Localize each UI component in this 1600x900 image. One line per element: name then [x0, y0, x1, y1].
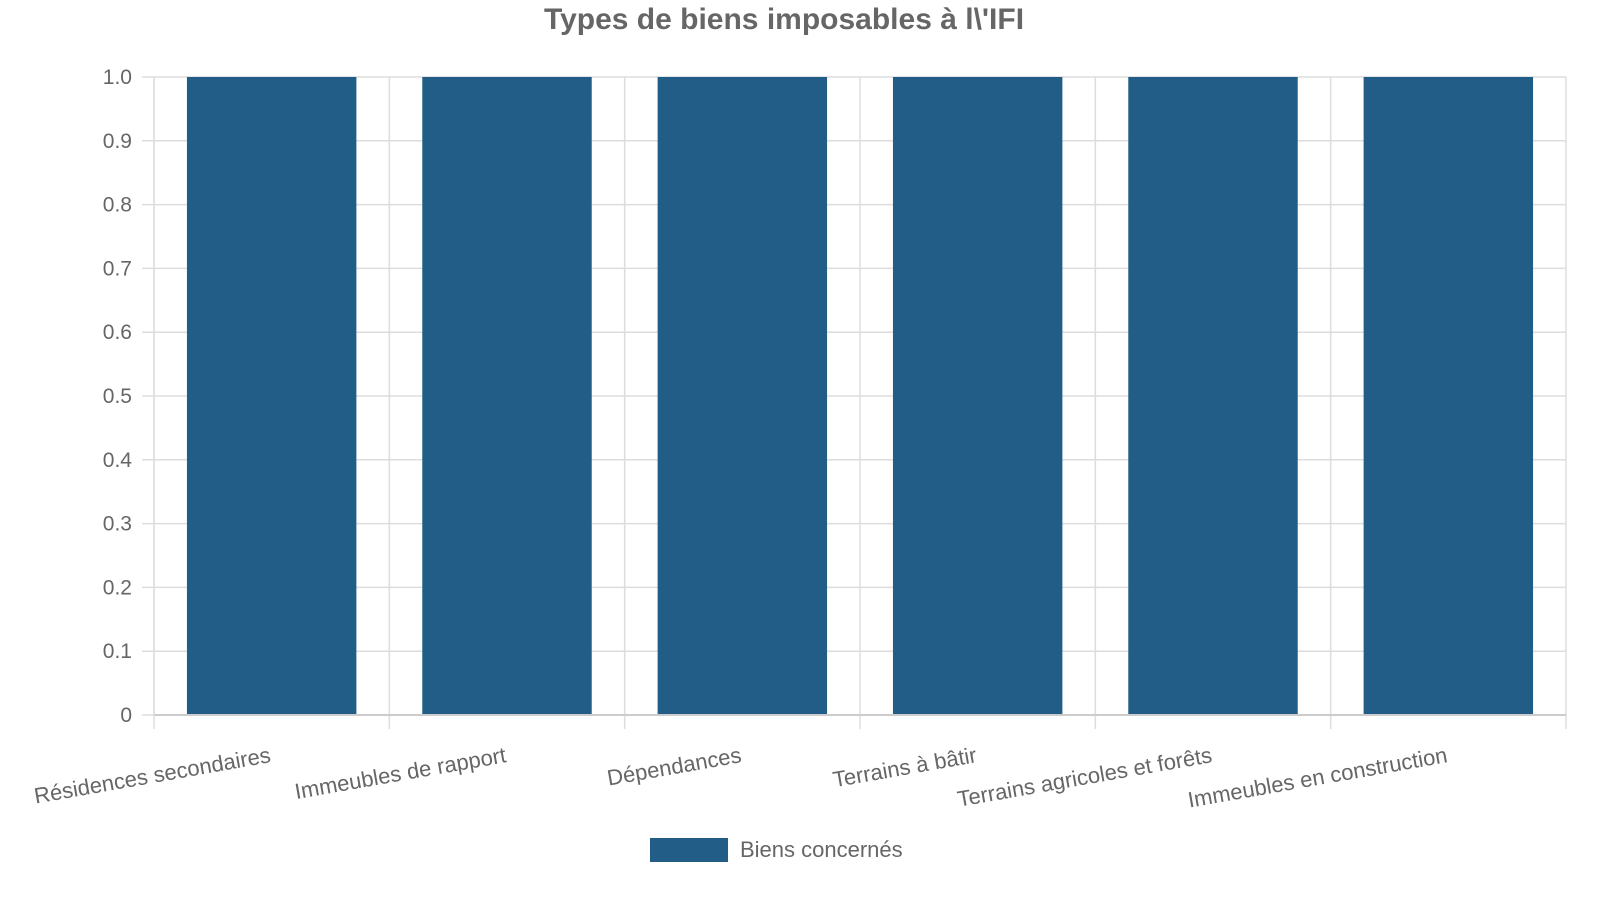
y-tick-label: 0.3 — [103, 513, 132, 536]
y-tick-label: 1.0 — [103, 66, 132, 89]
legend: Biens concernés — [650, 838, 903, 862]
bar — [657, 77, 828, 715]
bar — [1128, 77, 1298, 715]
bar — [1363, 77, 1534, 715]
bars — [186, 77, 1534, 715]
axes — [153, 77, 1566, 716]
grid — [142, 76, 1567, 729]
y-tick-label: 0.4 — [103, 449, 133, 472]
bar — [186, 77, 357, 715]
bar — [892, 77, 1063, 715]
y-tick-label: 0.1 — [103, 640, 132, 663]
y-tick-label: 0.5 — [103, 385, 132, 408]
y-tick-label: 0.7 — [103, 257, 132, 280]
y-tick-label: 0.8 — [103, 194, 132, 217]
legend-label: Biens concernés — [740, 837, 903, 862]
x-tick-label: Dépendances — [605, 742, 743, 790]
x-tick-label: Terrains agricoles et forêts — [955, 742, 1213, 811]
x-tick-label: Résidences secondaires — [32, 742, 272, 808]
x-tick-label: Immeubles de rapport — [293, 742, 508, 804]
x-tick-label: Terrains à bâtir — [831, 742, 979, 792]
chart-title: Types de biens imposables à l\'IFI — [543, 3, 1025, 36]
legend-swatch — [650, 838, 728, 862]
y-tick-label: 0.2 — [103, 576, 132, 599]
y-tick-label: 0.6 — [103, 321, 132, 344]
y-tick-label: 0.9 — [103, 130, 132, 153]
x-tick-label: Immeubles en construction — [1186, 742, 1449, 812]
bar — [422, 77, 592, 715]
y-tick-label: 0 — [120, 704, 132, 727]
